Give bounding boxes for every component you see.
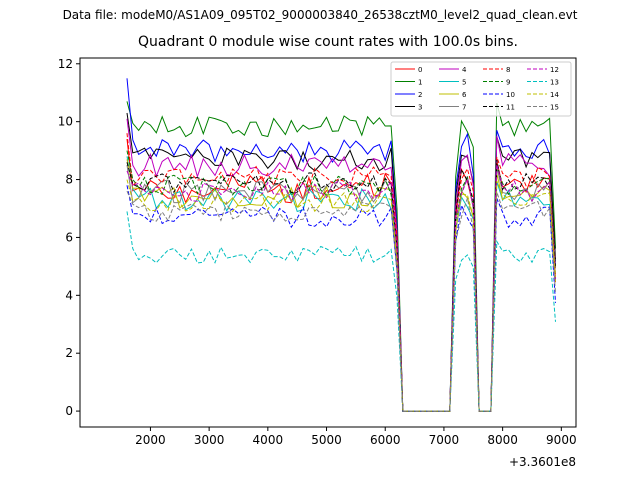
series-line-4 (126, 118, 556, 412)
x-tick-label: 2000 (135, 433, 166, 447)
y-tick-label: 10 (58, 115, 73, 129)
legend-label: 5 (462, 79, 466, 87)
y-tick-label: 6 (65, 230, 73, 244)
legend-label: 7 (462, 104, 466, 112)
axes-frame (79, 57, 577, 428)
y-tick-label: 2 (65, 346, 73, 360)
legend-frame (390, 61, 572, 117)
y-tick-label: 4 (65, 288, 73, 302)
y-ticks: 0 2 4 6 8 10 12 (58, 57, 80, 418)
series-line-3 (126, 112, 556, 412)
x-tick-label: 8000 (487, 433, 518, 447)
x-tick-label: 4000 (253, 433, 284, 447)
suptitle: Data file: modeM0/AS1A09_095T02_90000038… (62, 8, 578, 22)
y-tick-label: 8 (65, 173, 73, 187)
legend-label: 15 (550, 104, 559, 112)
series-line-14 (126, 179, 556, 412)
legend-label: 1 (418, 79, 422, 87)
series-layer (126, 78, 556, 412)
legend-label: 4 (462, 66, 467, 74)
legend-label: 14 (550, 91, 559, 99)
legend-label: 3 (418, 104, 422, 112)
x-tick-label: 5000 (311, 433, 342, 447)
y-tick-label: 0 (65, 404, 73, 418)
x-tick-label: 6000 (370, 433, 401, 447)
legend-label: 0 (418, 66, 422, 74)
legend-label: 13 (550, 79, 559, 87)
x-tick-label: 7000 (429, 433, 460, 447)
y-tick-label: 12 (58, 57, 73, 71)
legend-label: 8 (506, 66, 510, 74)
x-tick-label: 9000 (546, 433, 577, 447)
legend-label: 2 (418, 91, 422, 99)
x-ticks: 2000 3000 4000 5000 6000 7000 8000 9000 (135, 427, 577, 447)
series-line-2 (126, 78, 556, 412)
legend-label: 6 (462, 91, 467, 99)
x-offset-label: +3.3601e8 (509, 455, 576, 469)
legend-label: 10 (506, 91, 515, 99)
legend-label: 11 (506, 104, 515, 112)
chart-title: Quadrant 0 module wise count rates with … (138, 34, 518, 50)
x-tick-label: 3000 (194, 433, 225, 447)
legend-label: 9 (506, 79, 510, 87)
series-line-15 (126, 190, 556, 412)
legend-label: 12 (550, 66, 559, 74)
